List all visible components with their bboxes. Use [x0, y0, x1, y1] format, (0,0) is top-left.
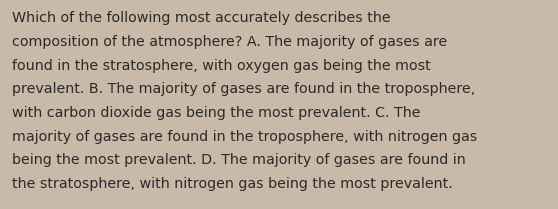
Text: majority of gases are found in the troposphere, with nitrogen gas: majority of gases are found in the tropo…: [12, 130, 478, 144]
Text: with carbon dioxide gas being the most prevalent. C. The: with carbon dioxide gas being the most p…: [12, 106, 421, 120]
Text: found in the stratosphere, with oxygen gas being the most: found in the stratosphere, with oxygen g…: [12, 59, 431, 73]
Text: the stratosphere, with nitrogen gas being the most prevalent.: the stratosphere, with nitrogen gas bein…: [12, 177, 453, 191]
Text: prevalent. B. The majority of gases are found in the troposphere,: prevalent. B. The majority of gases are …: [12, 82, 475, 96]
Text: composition of the atmosphere? A. The majority of gases are: composition of the atmosphere? A. The ma…: [12, 35, 448, 49]
Text: being the most prevalent. D. The majority of gases are found in: being the most prevalent. D. The majorit…: [12, 153, 466, 167]
Text: Which of the following most accurately describes the: Which of the following most accurately d…: [12, 11, 391, 25]
